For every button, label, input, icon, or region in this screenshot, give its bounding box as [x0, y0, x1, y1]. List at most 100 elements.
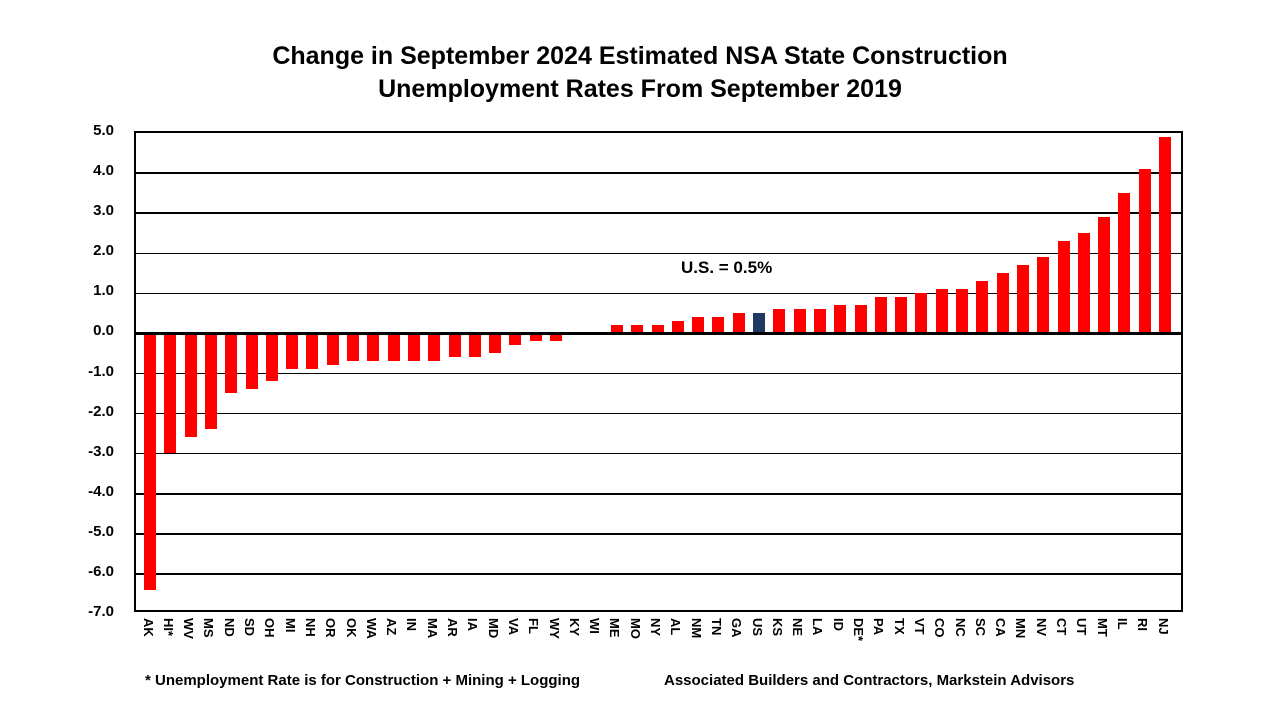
bar-RI: [1139, 169, 1151, 333]
x-tick-label-TN: TN: [709, 618, 724, 636]
x-tick-label-WA: WA: [364, 618, 379, 639]
x-tick-label-TX: TX: [892, 618, 907, 635]
bar-AR: [449, 333, 461, 357]
gridline-3.0: [136, 212, 1181, 214]
x-tick-label-FL: FL: [526, 618, 541, 634]
gridline--6.0: [136, 573, 1181, 575]
footnote-asterisk-definition: * Unemployment Rate is for Construction …: [145, 672, 581, 689]
x-tick-label-MN: MN: [1013, 618, 1028, 639]
bar-MN: [1017, 265, 1029, 333]
bar-OH: [266, 333, 278, 381]
bar-NH: [306, 333, 318, 369]
x-tick-label-MA: MA: [425, 618, 440, 639]
bar-LA: [814, 309, 826, 333]
x-tick-label-AR: AR: [445, 618, 460, 637]
bar-WV: [185, 333, 197, 437]
y-tick-label-5.0: 5.0: [93, 122, 114, 139]
bar-NC: [956, 289, 968, 333]
x-tick-label-CA: CA: [993, 618, 1008, 637]
x-tick-label-SC: SC: [973, 618, 988, 637]
bar-OK: [347, 333, 359, 361]
plot-area: [134, 131, 1183, 612]
bar-US: [753, 313, 765, 333]
y-tick-label-0.0: 0.0: [93, 322, 114, 340]
gridline--3.0: [136, 452, 1181, 455]
x-tick-label-UT: UT: [1074, 618, 1089, 636]
x-tick-label-KS: KS: [770, 618, 785, 637]
gridline--2.0: [136, 412, 1181, 415]
x-tick-label-IA: IA: [465, 618, 480, 631]
y-tick-label--1.0: -1.0: [88, 362, 114, 380]
x-tick-label-NE: NE: [790, 618, 805, 637]
bar-ME: [611, 325, 623, 333]
bar-IA: [469, 333, 481, 357]
x-tick-label-KY: KY: [567, 618, 582, 637]
bar-NY: [652, 325, 664, 333]
y-tick-label--6.0: -6.0: [88, 562, 114, 580]
x-tick-label-MO: MO: [628, 618, 643, 639]
x-tick-label-ND: ND: [222, 618, 237, 637]
bar-ND: [225, 333, 237, 393]
y-tick-label--5.0: -5.0: [88, 522, 114, 540]
bar-VA: [509, 333, 521, 345]
y-tick-label--7.0: -7.0: [88, 603, 114, 620]
x-tick-label-US: US: [750, 618, 765, 637]
bar-AZ: [388, 333, 400, 361]
bar-MI: [286, 333, 298, 369]
bar-TN: [712, 317, 724, 333]
bar-GA: [733, 313, 745, 333]
bar-HI*: [164, 333, 176, 453]
x-tick-label-WI: WI: [587, 618, 602, 634]
x-tick-label-PA: PA: [871, 618, 886, 636]
bar-PA: [875, 297, 887, 333]
y-tick-label--3.0: -3.0: [88, 442, 114, 460]
x-tick-label-VT: VT: [912, 618, 927, 635]
x-tick-label-SD: SD: [242, 618, 257, 637]
y-tick-label--2.0: -2.0: [88, 402, 114, 420]
y-tick-label-2.0: 2.0: [93, 242, 114, 260]
bar-WA: [367, 333, 379, 361]
x-tick-label-HI*: HI*: [161, 618, 176, 637]
x-tick-label-MD: MD: [486, 618, 501, 639]
us-value-annotation: U.S. = 0.5%: [681, 258, 773, 277]
x-tick-label-NM: NM: [689, 618, 704, 639]
x-tick-label-OH: OH: [262, 618, 277, 638]
x-tick-label-NV: NV: [1034, 618, 1049, 637]
x-tick-label-ID: ID: [831, 618, 846, 631]
bar-OR: [327, 333, 339, 365]
bar-TX: [895, 297, 907, 333]
bar-ID: [834, 305, 846, 333]
x-tick-label-LA: LA: [810, 618, 825, 636]
x-tick-label-CO: CO: [932, 618, 947, 638]
bar-SC: [976, 281, 988, 333]
bar-MA: [428, 333, 440, 361]
bar-AL: [672, 321, 684, 333]
bar-WY: [550, 333, 562, 341]
x-tick-label-OK: OK: [344, 618, 359, 638]
bar-MS: [205, 333, 217, 429]
bar-KS: [773, 309, 785, 333]
gridline--1.0: [136, 372, 1181, 375]
gridline-1.0: [136, 292, 1181, 295]
x-tick-label-ME: ME: [607, 618, 622, 638]
bar-NE: [794, 309, 806, 333]
x-tick-label-GA: GA: [729, 618, 744, 638]
x-tick-label-NC: NC: [953, 618, 968, 637]
bar-MO: [631, 325, 643, 333]
chart-title-line1: Change in September 2024 Estimated NSA S…: [272, 42, 1008, 70]
x-tick-label-AK: AK: [141, 618, 156, 637]
bar-CO: [936, 289, 948, 333]
x-tick-label-DE*: DE*: [851, 618, 866, 642]
footnote-source-attribution: Associated Builders and Contractors, Mar…: [664, 672, 1075, 689]
bar-NV: [1037, 257, 1049, 333]
bar-UT: [1078, 233, 1090, 333]
zero-axis-line: [136, 331, 1181, 335]
y-tick-label--4.0: -4.0: [88, 482, 114, 500]
x-tick-label-IN: IN: [404, 618, 419, 631]
bar-SD: [246, 333, 258, 389]
bar-AK: [144, 333, 156, 590]
gridline-2.0: [136, 252, 1181, 254]
x-tick-label-IL: IL: [1115, 618, 1130, 630]
bar-IL: [1118, 193, 1130, 333]
